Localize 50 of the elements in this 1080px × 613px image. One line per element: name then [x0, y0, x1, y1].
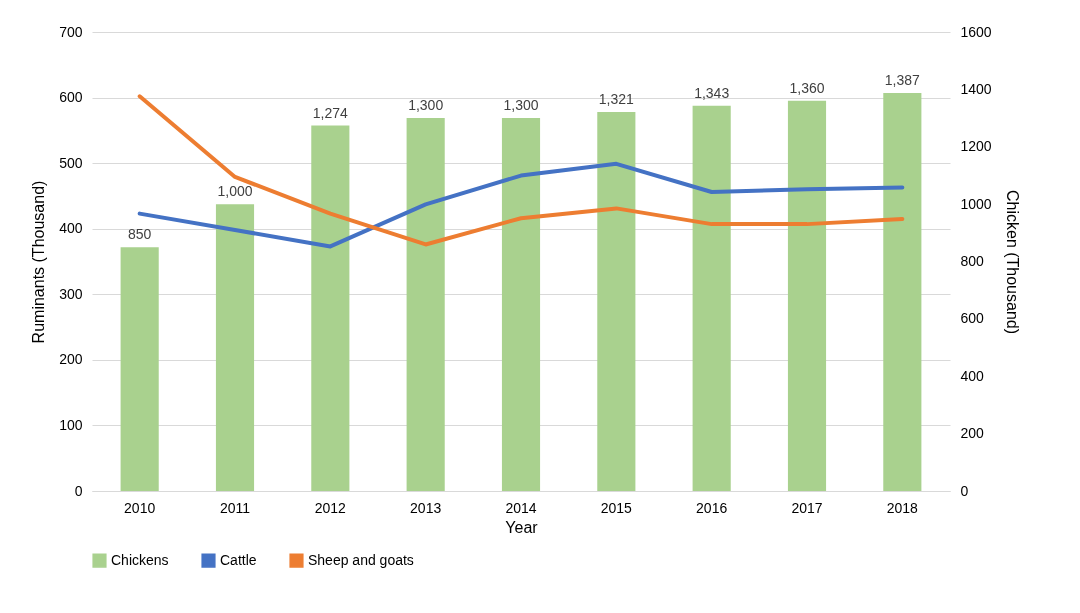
y-tick-label: 500 [59, 154, 83, 171]
y-tick-label: 200 [59, 351, 83, 368]
y-tick-label: 400 [59, 220, 83, 237]
y2-tick-label: 400 [960, 367, 985, 384]
data-label: 1,360 [789, 79, 825, 96]
data-label: 1,300 [408, 97, 444, 114]
legend-label: Chickens [111, 551, 169, 568]
bar [501, 118, 541, 491]
y-tick-label: 300 [59, 285, 83, 302]
y2-tick-label: 1000 [960, 195, 992, 212]
x-tick-label: 2017 [791, 499, 823, 516]
data-label: 1,343 [694, 84, 730, 101]
y-tick-label: 600 [59, 89, 83, 106]
legend-label: Cattle [220, 551, 257, 568]
y2-axis-title: Chicken (Thousand) [1003, 189, 1021, 335]
y2-tick-label: 600 [960, 310, 985, 327]
x-tick-label: 2014 [505, 499, 537, 516]
data-label: 1,274 [312, 104, 349, 121]
bar [692, 105, 731, 491]
data-label: 850 [127, 226, 152, 243]
data-label: 1,387 [884, 72, 921, 89]
bar [787, 100, 827, 491]
data-label: 1,321 [598, 91, 635, 108]
y2-tick-label: 800 [960, 253, 985, 269]
y-axis-title: Ruminants (Thousand) [30, 180, 48, 344]
x-tick-label: 2011 [219, 499, 251, 516]
data-label: 1,000 [217, 183, 253, 200]
x-axis-title: Year [505, 518, 539, 536]
x-tick-label: 2013 [410, 499, 442, 516]
y2-tick-label: 1600 [960, 23, 992, 40]
bar [215, 204, 255, 491]
legend-label: Sheep and goats [308, 551, 414, 568]
x-tick-label: 2016 [696, 499, 728, 516]
bar [406, 118, 445, 491]
x-tick-label: 2018 [886, 499, 919, 516]
bar [311, 125, 350, 491]
bar [597, 112, 636, 491]
y-tick-label: 0 [74, 482, 83, 499]
x-tick-label: 2015 [600, 499, 633, 516]
x-tick-label: 2010 [124, 499, 156, 516]
y-tick-label: 700 [59, 23, 83, 40]
bar [120, 247, 159, 491]
data-label: 1,300 [503, 97, 539, 114]
y2-tick-label: 1200 [960, 138, 992, 155]
x-tick-label: 2012 [314, 499, 347, 516]
y2-tick-label: 0 [960, 482, 969, 499]
y2-tick-label: 1400 [960, 80, 992, 97]
y-tick-label: 100 [59, 416, 83, 433]
bar [883, 93, 922, 491]
y2-tick-label: 200 [960, 425, 985, 442]
